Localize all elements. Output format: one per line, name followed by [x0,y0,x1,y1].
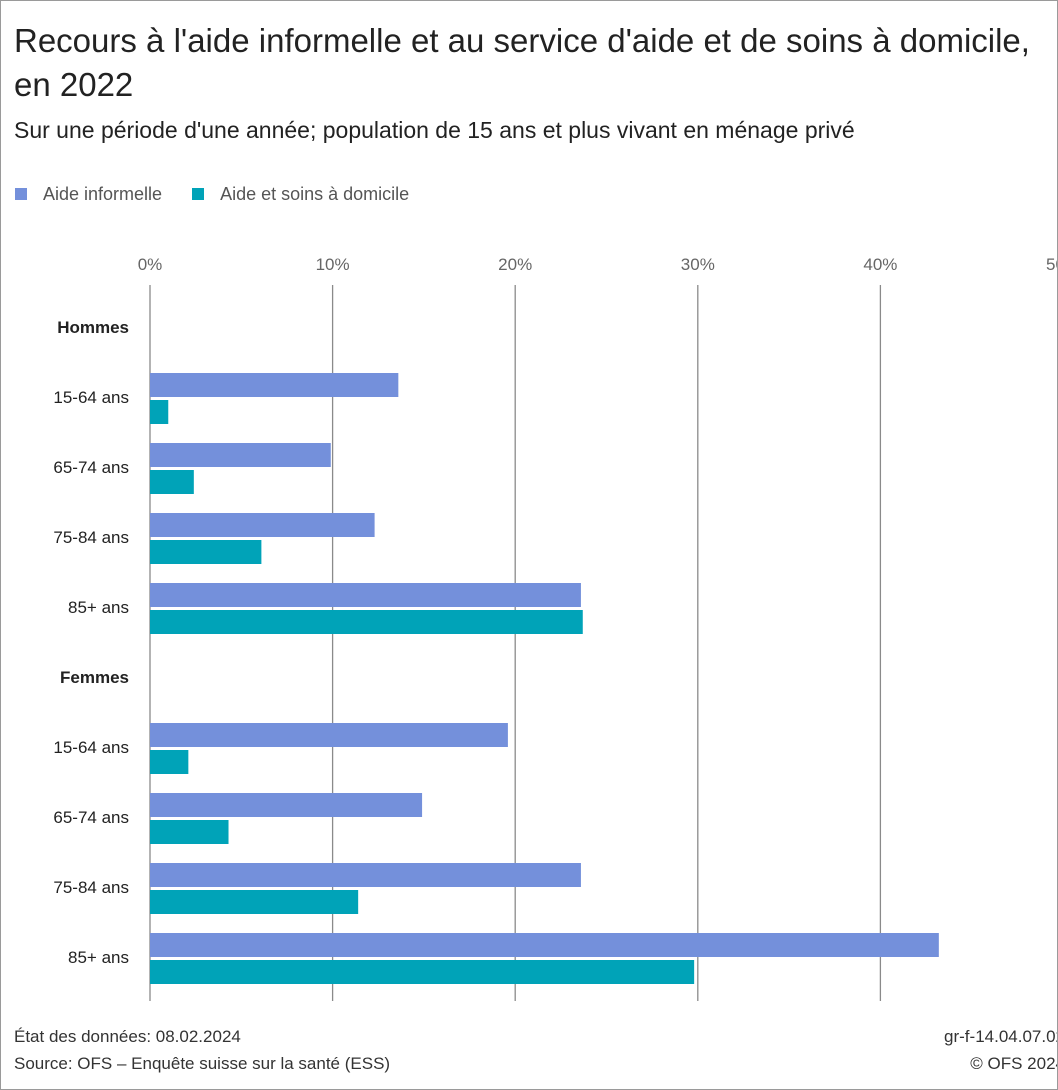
bar-0-1-s0 [150,443,331,467]
legend-swatch-aide-soins-domicile [192,188,205,200]
bar-1-2-s1 [150,890,359,914]
copyright: © OFS 2024 [970,1054,1058,1073]
bar-1-3-s0 [150,933,939,957]
x-tick-label-3: 30% [681,255,715,274]
legend-label-aide-soins-domicile: Aide et soins à domicile [220,183,410,204]
bar-0-0-s0 [150,373,399,397]
category-label-1-2: 75-84 ans [53,878,129,897]
bar-0-3-s0 [150,583,581,607]
chart-title: Recours à l'aide informelle et au servic… [14,22,1030,103]
bar-0-0-s1 [150,400,169,424]
x-tick-label-0: 0% [138,255,163,274]
category-label-0-3: 85+ ans [68,598,129,617]
footer-right: gr-f-14.04.07.02 © OFS 2024 [944,1023,1058,1077]
data-status: État des données: 08.02.2024 [14,1027,241,1046]
chart-code: gr-f-14.04.07.02 [944,1027,1058,1046]
x-tick-label-5: 50% [1046,255,1057,274]
legend-swatch-aide-informelle [15,188,27,200]
group-label-1: Femmes [60,668,129,687]
category-label-0-0: 15-64 ans [53,388,129,407]
bar-1-1-s0 [150,793,423,817]
legend-item-aide-informelle[interactable]: Aide informelle [15,184,162,205]
bar-0-2-s1 [150,540,262,564]
bar-1-2-s0 [150,863,581,887]
bar-1-0-s0 [150,723,508,747]
legend-item-aide-soins-domicile[interactable]: Aide et soins à domicile [192,184,409,205]
bar-1-3-s1 [150,960,695,984]
category-label-0-2: 75-84 ans [53,528,129,547]
footer-left: État des données: 08.02.2024 Source: OFS… [14,1023,390,1077]
category-label-1-0: 15-64 ans [53,738,129,757]
x-tick-label-4: 40% [863,255,897,274]
group-label-0: Hommes [57,318,129,337]
legend-label-aide-informelle: Aide informelle [43,183,163,204]
category-label-0-1: 65-74 ans [53,458,129,477]
bar-0-2-s0 [150,513,375,537]
category-label-1-1: 65-74 ans [53,808,129,827]
bar-1-1-s1 [150,820,229,844]
bar-0-3-s1 [150,610,583,634]
x-tick-label-2: 20% [498,255,532,274]
bar-0-1-s1 [150,470,194,494]
bar-1-0-s1 [150,750,189,774]
category-label-1-3: 85+ ans [68,948,129,967]
bar-chart: 0% 10% 20% 30% 40% 50% Hommes 15-64 ans 65-74 an… [53,255,1057,1001]
legend: Aide informelle Aide et soins à domicile [15,181,439,207]
chart-subtitle: Sur une période d'une année; population … [14,117,855,143]
source-note: Source: OFS – Enquête suisse sur la sant… [14,1054,391,1073]
x-tick-label-1: 10% [316,255,350,274]
